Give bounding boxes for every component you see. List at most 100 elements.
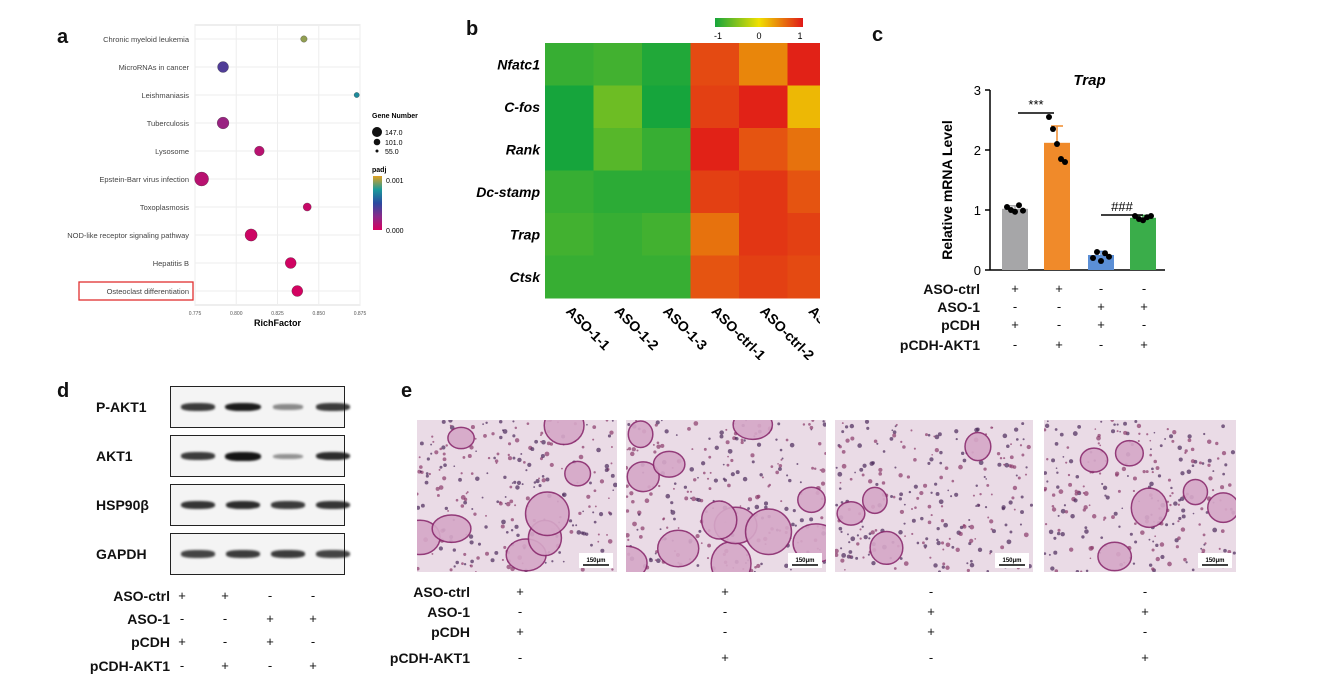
cell-speck [604, 463, 610, 469]
cell-speck [781, 457, 784, 460]
cell-speck [575, 524, 578, 527]
blot-band [271, 501, 305, 509]
cell-speck [693, 478, 697, 482]
cell-speck [799, 518, 804, 523]
cell-speck [840, 547, 843, 550]
condition-sign: - [722, 624, 728, 639]
cell-speck [629, 491, 634, 496]
cell-speck [927, 433, 931, 437]
osteoclast-cell [626, 461, 660, 493]
trap-staining-images: 150μm 150μm 150μm 150μm [417, 420, 1236, 575]
size-legend-label: 147.0 [385, 130, 403, 137]
cell-speck [1145, 470, 1149, 474]
cell-speck [672, 487, 675, 490]
cell-speck [558, 551, 562, 554]
y-axis-title: Relative mRNA Level [939, 120, 955, 260]
cell-speck [777, 422, 781, 426]
osteoclast-cell [744, 508, 793, 556]
cell-speck [780, 458, 783, 461]
cell-speck [1009, 455, 1014, 460]
cell-speck [485, 514, 487, 517]
cell-speck [463, 500, 468, 505]
cell-speck [759, 473, 763, 477]
cell-speck [927, 461, 931, 465]
colorbar-tick: 0 [756, 31, 761, 41]
cell-speck [898, 473, 903, 478]
cell-speck [510, 528, 514, 532]
condition-row-label: pCDH-AKT1 [899, 337, 980, 353]
condition-sign: + [1055, 337, 1063, 352]
cell-speck [1140, 530, 1145, 535]
cell-speck [1065, 461, 1068, 464]
cell-speck [1048, 553, 1051, 556]
cell-speck [465, 492, 468, 495]
cell-speck [441, 445, 446, 450]
osteoclast-cell [627, 420, 654, 449]
stain-image: 150μm [1044, 420, 1236, 572]
cell-speck [890, 495, 894, 498]
cell-speck [975, 484, 978, 487]
cell-speck [1003, 463, 1006, 466]
blot-frame [170, 435, 351, 477]
x-tick-label: 0.875 [354, 311, 367, 317]
cell-speck [463, 563, 467, 566]
condition-sign: + [221, 588, 229, 603]
heatmap-cell [690, 213, 740, 256]
cell-speck [686, 490, 690, 493]
cell-speck [1011, 496, 1015, 500]
cell-speck [496, 452, 500, 456]
data-point [1090, 255, 1096, 261]
cell-speck [435, 486, 440, 491]
condition-sign: + [1011, 281, 1019, 296]
condition-sign: + [721, 584, 729, 599]
cell-speck [471, 507, 474, 510]
cell-speck [690, 497, 692, 500]
cell-speck [950, 495, 953, 498]
cell-speck [726, 463, 730, 467]
cell-speck [1063, 504, 1067, 507]
condition-row-label: ASO-ctrl [923, 281, 980, 297]
cell-speck [1134, 522, 1137, 525]
cell-speck [420, 503, 425, 508]
cell-speck [986, 569, 990, 572]
heatmap-cell [739, 255, 788, 299]
cell-speck [840, 501, 844, 504]
cell-speck [1056, 485, 1060, 489]
cell-speck [442, 457, 447, 462]
cell-speck [1051, 458, 1056, 463]
cell-speck [670, 509, 673, 512]
cell-speck [747, 507, 750, 510]
condition-sign: - [310, 588, 316, 603]
cell-speck [630, 451, 635, 457]
cell-speck [923, 544, 928, 548]
condition-sign: - [1056, 317, 1062, 332]
pathway-bubble [194, 171, 209, 187]
cell-speck [839, 481, 842, 484]
data-point [1046, 114, 1052, 120]
cell-speck [929, 457, 934, 462]
cell-speck [1081, 535, 1085, 539]
cell-speck [1006, 444, 1010, 448]
cell-speck [911, 532, 914, 536]
cell-speck [626, 484, 629, 488]
cell-speck [899, 509, 905, 515]
cell-speck [484, 525, 488, 529]
cell-speck [974, 537, 977, 540]
cell-speck [1056, 471, 1059, 474]
cell-speck [1055, 467, 1058, 469]
cell-speck [1111, 515, 1115, 519]
size-legend-dot [372, 127, 382, 137]
cell-speck [417, 566, 420, 571]
cell-speck [941, 565, 945, 569]
cell-speck [473, 512, 477, 516]
cell-speck [764, 505, 768, 510]
cell-speck [1155, 543, 1159, 548]
condition-sign: + [266, 634, 274, 649]
cell-speck [626, 509, 630, 513]
cell-speck [908, 490, 912, 494]
cell-speck [1100, 536, 1104, 540]
cell-speck [1029, 503, 1033, 507]
cell-speck [1056, 531, 1061, 536]
cell-speck [599, 479, 605, 484]
cell-speck [894, 466, 897, 469]
